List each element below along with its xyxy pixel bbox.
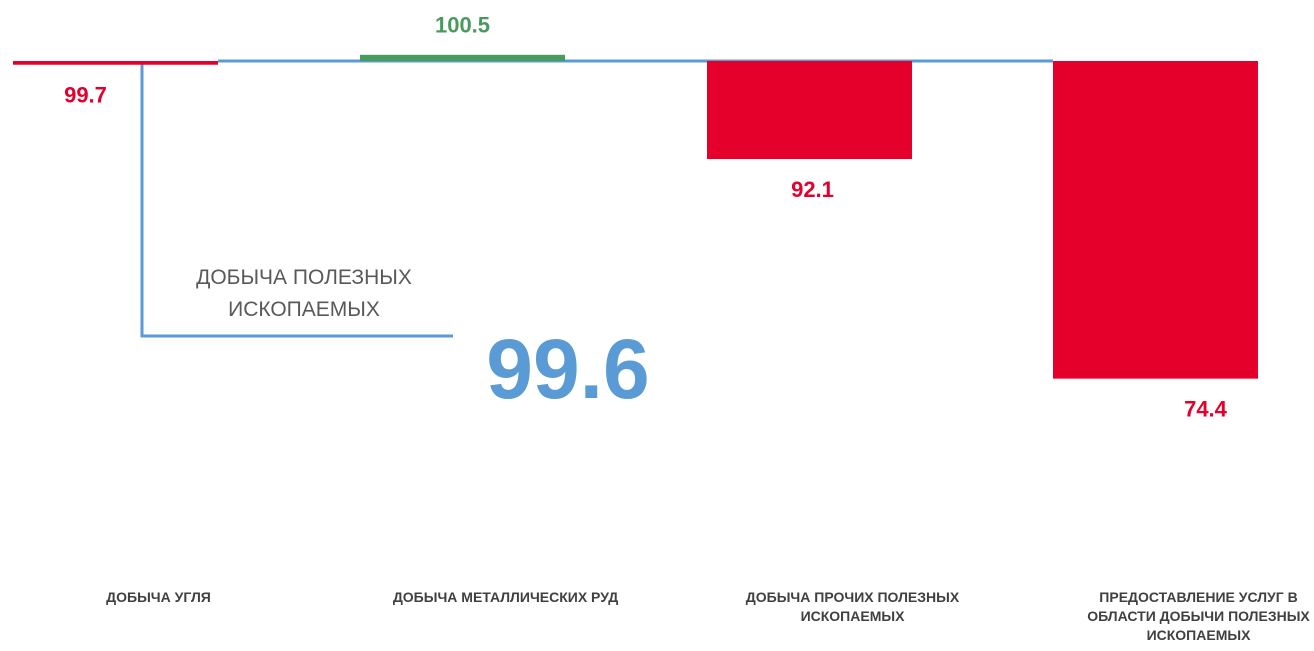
bar [360, 54, 565, 62]
total-value: 99.6 [486, 322, 650, 416]
category-label: ДОБЫЧА ПРОЧИХ ПОЛЕЗНЫХ ИСКОПАЕМЫХ [745, 589, 960, 624]
bar [707, 61, 912, 160]
total-label: ДОБЫЧА ПОЛЕЗНЫХ ИСКОПАЕМЫХ [196, 266, 412, 321]
total-bracket [140, 61, 453, 338]
value-label: 99.7 [64, 83, 107, 108]
category-label: ДОБЫЧА УГЛЯ [106, 589, 211, 605]
category-label: ПРЕДОСТАВЛЕНИЕ УСЛУГ В ОБЛАСТИ ДОБЫЧИ ПО… [1087, 589, 1310, 643]
bar [13, 61, 218, 65]
value-label: 74.4 [1184, 396, 1228, 421]
bar [1053, 61, 1258, 379]
category-label: ДОБЫЧА МЕТАЛЛИЧЕСКИХ РУД [392, 589, 619, 605]
value-label: 92.1 [791, 177, 834, 202]
value-label: 100.5 [435, 13, 490, 38]
